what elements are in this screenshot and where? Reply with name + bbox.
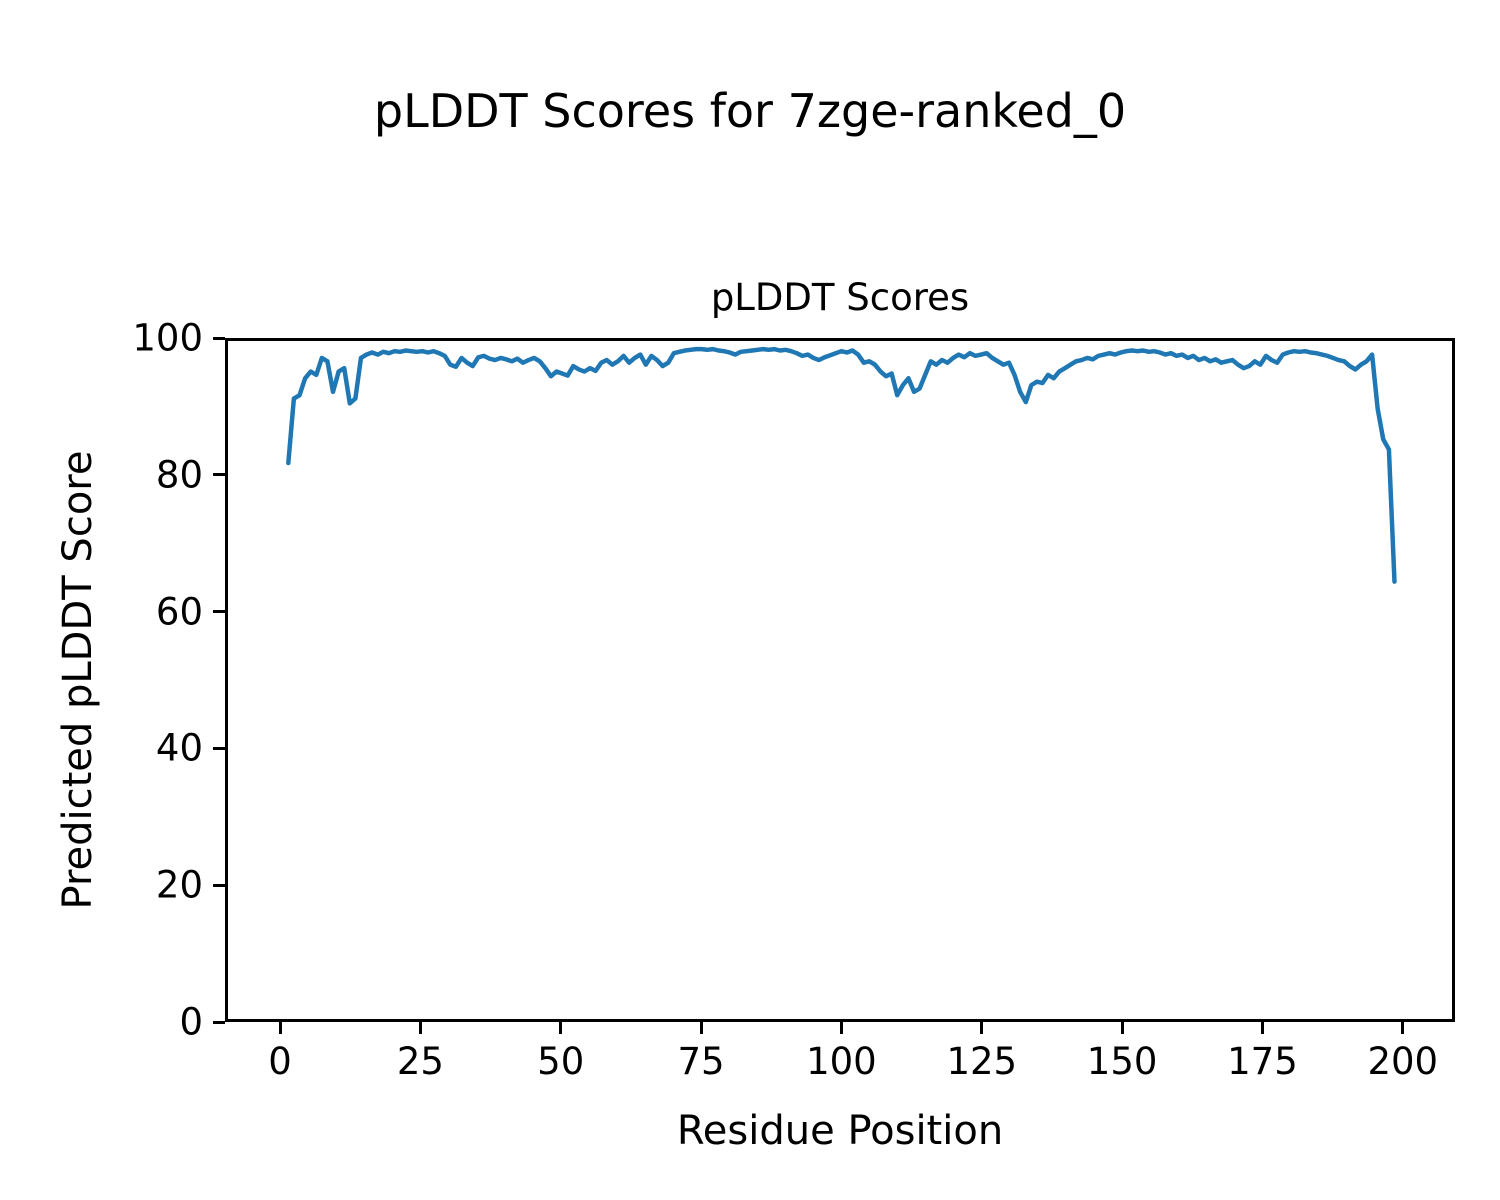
- y-tick-mark: [213, 746, 225, 750]
- x-tick-mark: [1401, 1022, 1405, 1034]
- x-tick-label: 0: [268, 1040, 292, 1083]
- x-tick-label: 50: [537, 1040, 585, 1083]
- y-tick-mark: [213, 336, 225, 340]
- x-tick-mark: [278, 1022, 282, 1034]
- x-tick-label: 175: [1227, 1040, 1298, 1083]
- y-tick-mark: [213, 473, 225, 477]
- plot-area: [225, 338, 1455, 1022]
- y-tick-label: 0: [179, 1000, 203, 1044]
- x-axis-label: Residue Position: [676, 1108, 1004, 1154]
- y-tick-mark: [213, 610, 225, 614]
- y-axis-label: Predicted pLDDT Score: [55, 450, 101, 910]
- x-tick-mark: [980, 1022, 984, 1034]
- x-tick-mark: [559, 1022, 563, 1034]
- y-tick-label: 20: [155, 863, 203, 907]
- x-tick-label: 200: [1367, 1040, 1439, 1083]
- plddt-line-series: [286, 346, 1397, 584]
- x-tick-label: 25: [396, 1040, 444, 1083]
- y-tick-label: 100: [132, 316, 203, 360]
- y-tick-mark: [213, 1020, 225, 1024]
- y-tick-label: 60: [155, 590, 203, 634]
- y-tick-mark: [213, 883, 225, 887]
- x-tick-label: 100: [806, 1040, 877, 1083]
- x-tick-mark: [418, 1022, 422, 1034]
- x-tick-label: 125: [946, 1040, 1018, 1083]
- x-tick-label: 75: [677, 1040, 725, 1083]
- x-tick-mark: [699, 1022, 703, 1034]
- figure-title: pLDDT Scores for 7zge-ranked_0: [373, 84, 1127, 138]
- x-tick-label: 150: [1086, 1040, 1158, 1083]
- axes-title: pLDDT Scores: [710, 276, 970, 319]
- plot-canvas: [286, 346, 1397, 584]
- x-tick-mark: [839, 1022, 843, 1034]
- x-tick-mark: [1260, 1022, 1264, 1034]
- y-tick-label: 80: [155, 453, 203, 497]
- x-tick-mark: [1120, 1022, 1124, 1034]
- y-tick-label: 40: [155, 726, 203, 770]
